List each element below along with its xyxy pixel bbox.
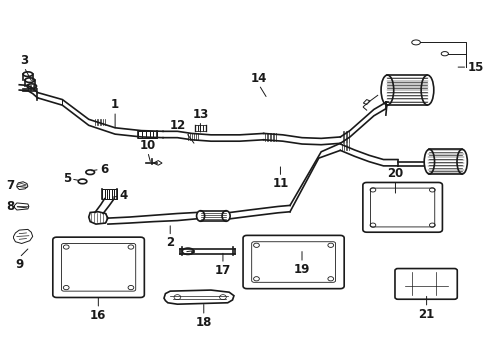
Text: 15: 15 <box>467 60 483 73</box>
Text: 7: 7 <box>6 180 15 193</box>
Bar <box>145 131 149 138</box>
Text: 14: 14 <box>250 72 266 85</box>
Text: 3: 3 <box>20 54 28 67</box>
Bar <box>107 189 109 199</box>
Text: 8: 8 <box>6 200 15 213</box>
Text: 1: 1 <box>111 98 119 111</box>
Text: 21: 21 <box>418 308 434 321</box>
Text: 13: 13 <box>192 108 208 121</box>
Bar <box>203 125 205 131</box>
Bar <box>142 131 145 138</box>
Text: 9: 9 <box>15 258 23 271</box>
Bar <box>102 189 104 199</box>
Text: 2: 2 <box>166 237 174 249</box>
Bar <box>114 189 116 199</box>
Text: 17: 17 <box>214 264 231 277</box>
Bar <box>104 189 107 199</box>
Text: 18: 18 <box>195 316 211 329</box>
Bar <box>138 131 142 138</box>
Text: 12: 12 <box>169 120 185 132</box>
Text: 6: 6 <box>100 163 108 176</box>
Text: 5: 5 <box>62 172 71 185</box>
Bar <box>197 125 200 131</box>
Bar <box>112 189 114 199</box>
Text: 16: 16 <box>90 309 106 322</box>
Text: 10: 10 <box>139 139 156 152</box>
Bar <box>109 189 112 199</box>
Bar <box>195 125 197 131</box>
Text: 4: 4 <box>120 189 128 202</box>
Text: 20: 20 <box>386 167 403 180</box>
Bar <box>200 125 203 131</box>
Text: 11: 11 <box>272 177 288 190</box>
Text: 19: 19 <box>293 263 309 276</box>
Bar <box>149 131 153 138</box>
Bar <box>153 131 157 138</box>
